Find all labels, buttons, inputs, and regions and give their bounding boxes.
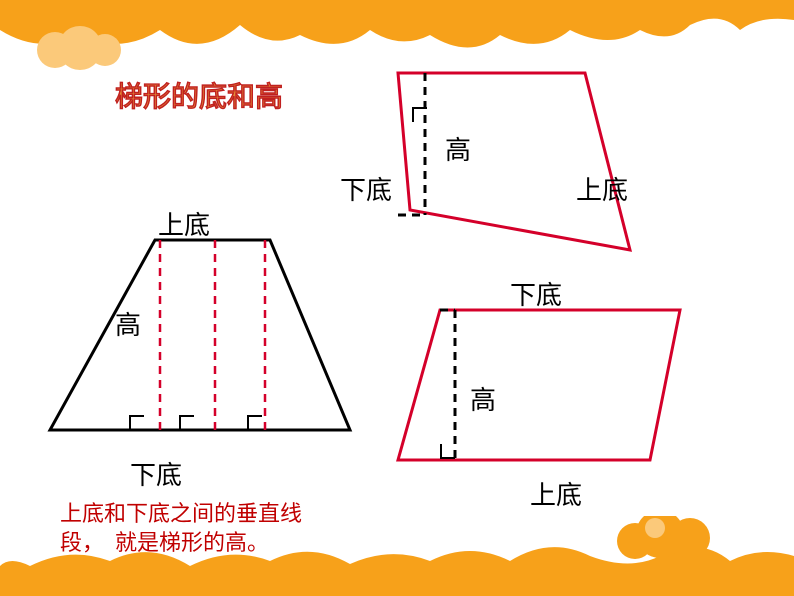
definition-line1: 上底和下底之间的垂直线 (60, 501, 302, 526)
br-top-label: 下底 (510, 275, 562, 312)
br-height-label: 高 (470, 380, 496, 417)
definition-text: 上底和下底之间的垂直线 段， 就是梯形的高。 (60, 500, 302, 557)
br-bottom-label: 上底 (530, 475, 582, 512)
definition-line2: 段， 就是梯形的高。 (60, 530, 269, 555)
